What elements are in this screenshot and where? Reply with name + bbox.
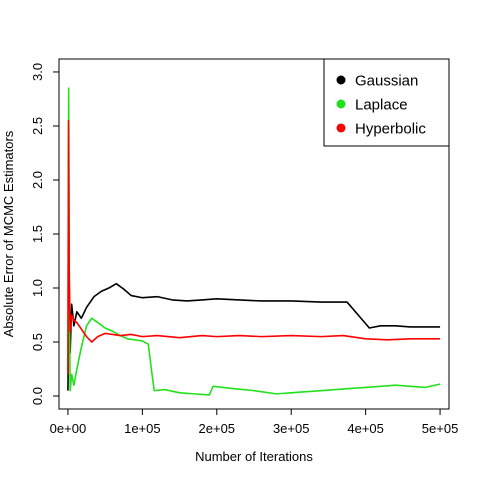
legend-label-gaussian: Gaussian <box>355 73 418 90</box>
y-tick-label: 1.0 <box>30 279 45 297</box>
y-tick-label: 0.5 <box>30 333 45 351</box>
y-tick-label: 2.0 <box>30 171 45 189</box>
y-tick-label: 0.0 <box>30 387 45 405</box>
series-layer <box>67 87 441 396</box>
series-line-gaussian <box>67 265 441 391</box>
x-tick-label: 0e+00 <box>50 421 87 436</box>
x-tick-label: 4e+05 <box>347 421 384 436</box>
x-tick-label: 3e+05 <box>273 421 310 436</box>
y-tick-label: 2.5 <box>30 117 45 135</box>
legend-label-laplace: Laplace <box>355 97 408 114</box>
x-tick-label: 2e+05 <box>199 421 236 436</box>
y-axis-title: Absolute Error of MCMC Estimators <box>1 130 16 337</box>
legend: Gaussian Laplace Hyperbolic <box>323 58 450 147</box>
legend-label-hyperbolic: Hyperbolic <box>355 121 426 138</box>
y-axis: 0.0 0.5 1.0 1.5 2.0 2.5 3.0 <box>30 63 59 405</box>
y-tick-label: 3.0 <box>30 63 45 81</box>
legend-marker-laplace <box>336 99 346 109</box>
y-tick-label: 1.5 <box>30 225 45 243</box>
x-tick-label: 1e+05 <box>124 421 161 436</box>
x-axis-title: Number of Iterations <box>195 449 313 464</box>
x-axis: 0e+00 1e+05 2e+05 3e+05 4e+05 5e+05 <box>50 409 459 436</box>
legend-marker-gaussian <box>336 75 346 85</box>
legend-marker-hyperbolic <box>336 123 346 133</box>
series-line-hyperbolic <box>67 119 441 375</box>
x-tick-label: 5e+05 <box>422 421 459 436</box>
series-line-laplace <box>67 87 441 396</box>
